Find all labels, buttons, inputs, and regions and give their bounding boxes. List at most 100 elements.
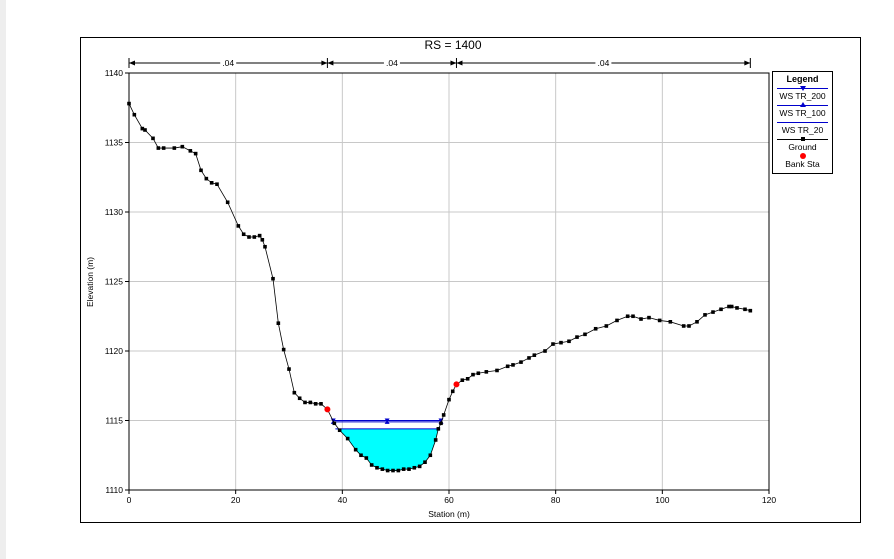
y-tick-label: 1125: [105, 277, 124, 287]
ground-point: [391, 468, 395, 473]
ground-point: [681, 324, 686, 328]
ground-point: [380, 467, 385, 471]
ground-point: [711, 310, 715, 314]
x-tick-label: 120: [762, 495, 776, 505]
grid-lines: [128, 72, 770, 491]
roughness-bar: .04 .04 .04: [128, 58, 751, 68]
y-axis-label: Elevation (m): [85, 257, 95, 307]
ground-point: [287, 367, 291, 371]
ground-point: [241, 232, 246, 237]
ground-point: [433, 438, 438, 442]
ground-point: [369, 463, 374, 467]
legend-item-bank-sta: Bank Sta: [773, 153, 832, 170]
ground-point: [407, 467, 411, 471]
x-tick-label: 60: [444, 495, 454, 505]
ground-point: [132, 112, 137, 117]
roughness-label-bg: [595, 58, 612, 68]
ground-point: [719, 307, 723, 312]
ground-point: [396, 468, 401, 473]
water-fill: [335, 428, 439, 471]
ground-point: [505, 364, 510, 369]
ground-point: [151, 136, 155, 141]
roughness-label-bg: [383, 58, 400, 68]
ground-point: [257, 233, 262, 238]
axes: 0 20 40 60 80 100 120 1110 1115 1120 1125 1130 1135 1…: [105, 68, 777, 505]
square-marker-icon: [800, 137, 805, 141]
x-tick-label: 20: [231, 495, 241, 505]
y-tick-label: 1130: [105, 207, 124, 217]
ground-point: [236, 224, 241, 228]
triangle-down-icon: [799, 86, 806, 91]
ground-point: [337, 428, 342, 433]
ground-point: [639, 317, 643, 321]
ground-point: [703, 313, 707, 317]
ground-point: [604, 324, 609, 328]
ground-point: [729, 304, 734, 309]
ground-point: [647, 315, 651, 320]
legend-label: WS TR_200: [779, 91, 826, 101]
roughness-arrow-right: [744, 60, 751, 66]
roughness-arrow-right: [450, 60, 457, 66]
plot-frame: [80, 37, 861, 523]
ground-point: [161, 146, 166, 150]
ground-point: [252, 235, 257, 239]
ground-point: [471, 372, 475, 377]
water-surface-fill: [335, 428, 439, 471]
ground-point: [668, 320, 673, 324]
x-axis-label: Station (m): [428, 509, 470, 519]
ground-point: [417, 464, 422, 469]
ground-point: [495, 368, 499, 373]
ground-point: [313, 402, 318, 406]
ground-profile: [127, 101, 753, 473]
ground-point: [559, 340, 563, 345]
ground-point: [460, 378, 465, 382]
ground-point: [401, 467, 406, 471]
ground-point: [140, 126, 145, 131]
bank-station-point: [324, 406, 331, 413]
ground-point: [199, 168, 203, 173]
ground-point: [695, 320, 699, 324]
roughness-label: .04: [597, 58, 609, 68]
ground-point: [209, 181, 214, 185]
roughness-label-bg: [220, 58, 237, 68]
ground-point: [143, 128, 147, 132]
y-tick-label: 1140: [105, 68, 124, 78]
ground-point: [359, 453, 363, 458]
ground-point: [441, 413, 446, 417]
ground-line: [128, 103, 751, 471]
ground-point: [172, 146, 177, 150]
y-tick-label: 1110: [105, 485, 123, 495]
ground-point: [511, 363, 515, 367]
ground-point: [575, 335, 579, 339]
ground-point: [625, 314, 630, 319]
ground-point: [260, 238, 265, 242]
bank-station-point: [453, 381, 460, 388]
ground-point: [281, 347, 286, 352]
legend-box: Legend WS TR_200 WS TR_100 WS TR_20 Grou…: [772, 71, 833, 174]
ground-point: [748, 308, 753, 313]
ground-point: [292, 390, 297, 395]
water-surface-lines: [330, 418, 444, 430]
ground-point: [303, 400, 307, 405]
ground-point: [385, 468, 390, 473]
legend-label: Ground: [788, 142, 817, 152]
ground-point: [156, 146, 161, 150]
roughness-arrow-left: [129, 60, 135, 66]
ground-point: [465, 377, 470, 381]
ground-point: [476, 371, 481, 376]
ground-point: [631, 314, 635, 319]
ground-point: [551, 342, 555, 346]
roughness-arrow-left: [327, 60, 334, 66]
ground-point: [428, 453, 433, 458]
ground-point: [319, 402, 323, 406]
legend-item-ground: Ground: [773, 136, 832, 153]
ground-point: [180, 144, 185, 149]
x-tick-label: 0: [127, 495, 132, 505]
water-surface-marker: [384, 419, 390, 424]
ground-point: [276, 321, 281, 325]
y-tick-label: 1120: [105, 346, 124, 356]
x-tick-label: 40: [338, 495, 348, 505]
legend-item-ws-tr-20: WS TR_20: [773, 119, 832, 136]
ground-point: [225, 200, 230, 205]
